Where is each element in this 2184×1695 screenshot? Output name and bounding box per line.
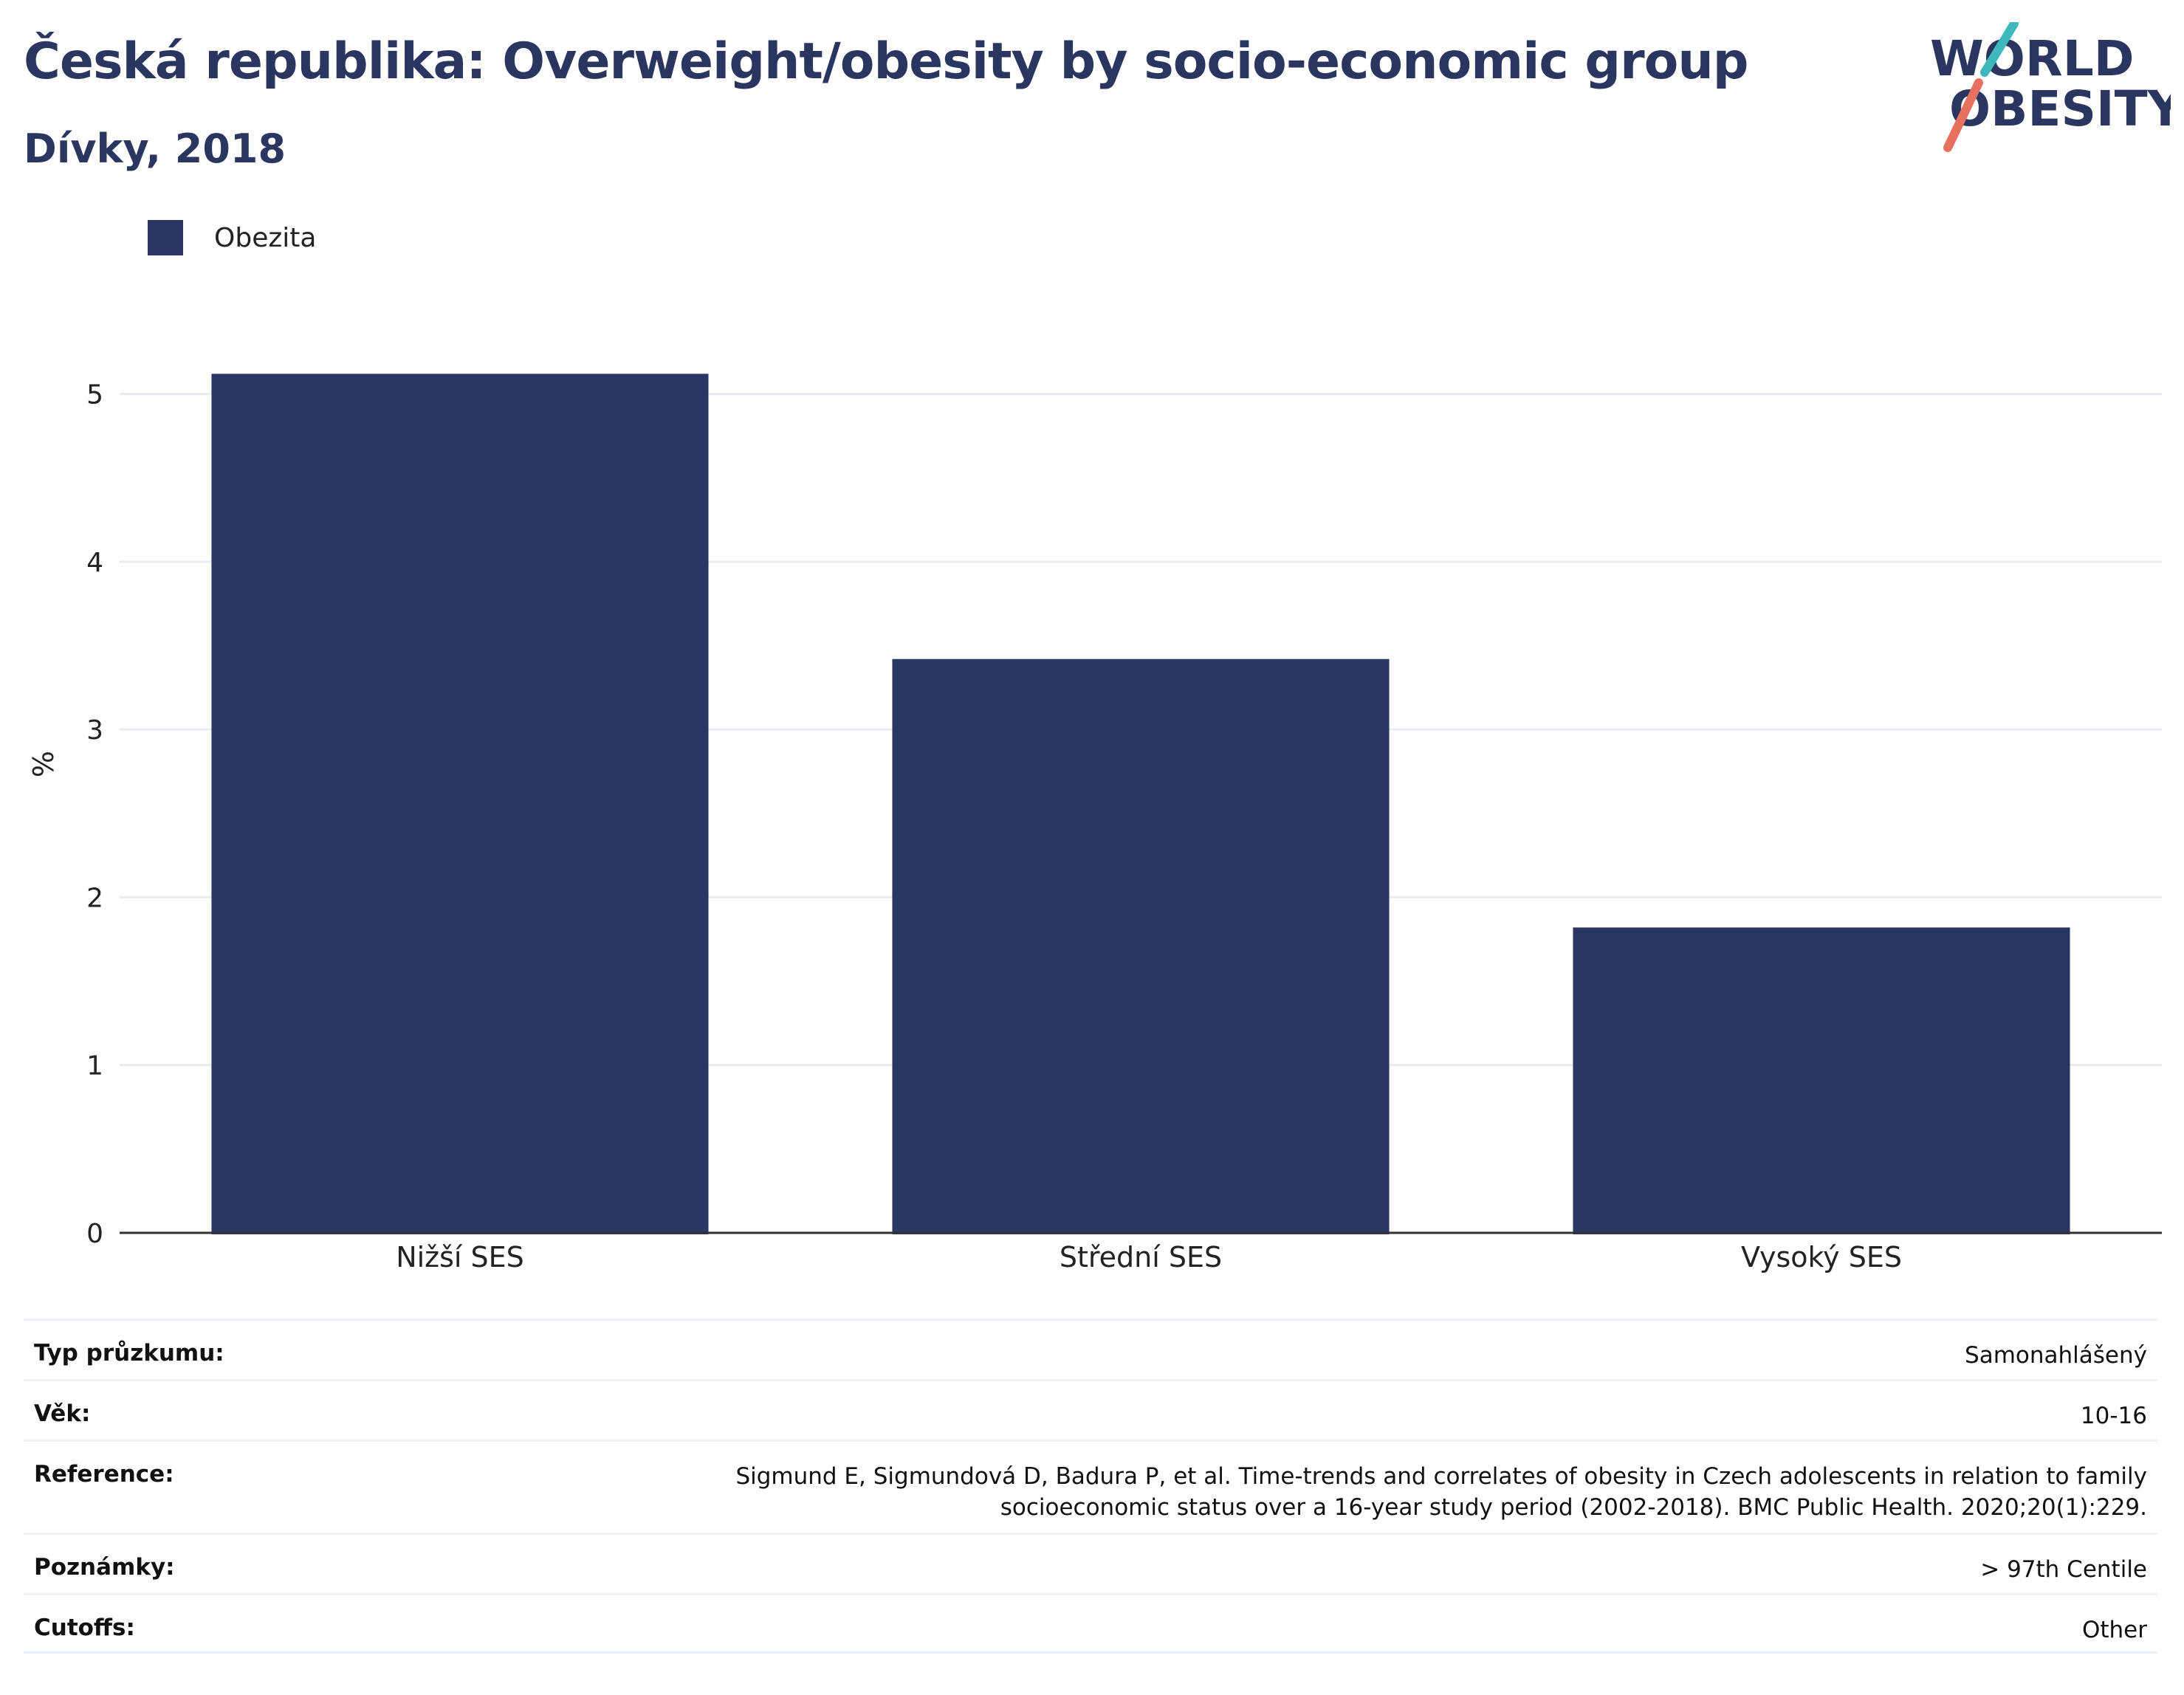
info-value: Other xyxy=(2081,1617,2147,1643)
logo-line1: WORLD xyxy=(1930,30,2135,87)
info-row: Reference: Sigmund E, Sigmundová D, Badur… xyxy=(24,1440,2157,1533)
legend-swatch xyxy=(148,220,183,255)
info-row: Typ průzkumu: Samonahlášený xyxy=(24,1318,2157,1379)
info-key: Věk: xyxy=(34,1400,91,1427)
y-tick-label: 4 xyxy=(86,548,103,578)
info-row: Věk: 10-16 xyxy=(24,1379,2157,1440)
info-value: Sigmund E, Sigmundová D, Badura P, et al… xyxy=(735,1463,2147,1521)
y-tick-label: 3 xyxy=(86,715,103,746)
chart-subtitle: Dívky, 2018 xyxy=(24,126,286,172)
info-row: Cutoffs: Other xyxy=(24,1593,2157,1654)
bar xyxy=(211,374,709,1234)
y-tick-label: 2 xyxy=(86,883,103,913)
legend-label: Obezita xyxy=(214,222,317,253)
y-tick-label: 0 xyxy=(86,1219,103,1249)
bars xyxy=(211,374,2070,1234)
legend: Obezita xyxy=(148,220,316,255)
x-category-label: Nižší SES xyxy=(396,1241,524,1273)
info-key: Cutoffs: xyxy=(34,1615,135,1641)
info-table: Typ průzkumu: Samonahlášený Věk: 10-16 Refer… xyxy=(24,1318,2157,1654)
logo-teal-stroke xyxy=(1980,22,2019,77)
info-value: > 97th Centile xyxy=(1980,1556,2147,1583)
info-key: Reference: xyxy=(34,1461,174,1488)
info-value: 10-16 xyxy=(2080,1403,2147,1429)
chart-title: Česká republika: Overweight/obesity by s… xyxy=(24,32,1748,91)
x-category-labels: Nižší SES Střední SES Vysoký SES xyxy=(396,1241,1902,1273)
x-category-label: Střední SES xyxy=(1060,1241,1222,1273)
world-obesity-logo: WORLD OBESITY xyxy=(1930,22,2171,152)
bar xyxy=(892,659,1390,1234)
logo-line2: OBESITY xyxy=(1949,80,2171,137)
info-key: Typ průzkumu: xyxy=(34,1340,224,1366)
bar xyxy=(1573,927,2070,1234)
info-row: Poznámky: > 97th Centile xyxy=(24,1533,2157,1593)
y-tick-label: 1 xyxy=(86,1051,103,1082)
info-key: Poznámky: xyxy=(34,1554,175,1581)
info-value: Samonahlášený xyxy=(1965,1342,2147,1369)
logo-coral-stroke xyxy=(1943,78,1983,152)
y-tick-labels: 0 1 2 3 4 5 xyxy=(86,380,103,1249)
x-category-label: Vysoký SES xyxy=(1741,1241,1902,1273)
bar-chart: 0 1 2 3 4 5 Nižší SES Střední SES Vysoký SES % xyxy=(27,374,2162,1273)
y-tick-label: 5 xyxy=(86,380,103,410)
y-axis-title: % xyxy=(27,751,60,777)
